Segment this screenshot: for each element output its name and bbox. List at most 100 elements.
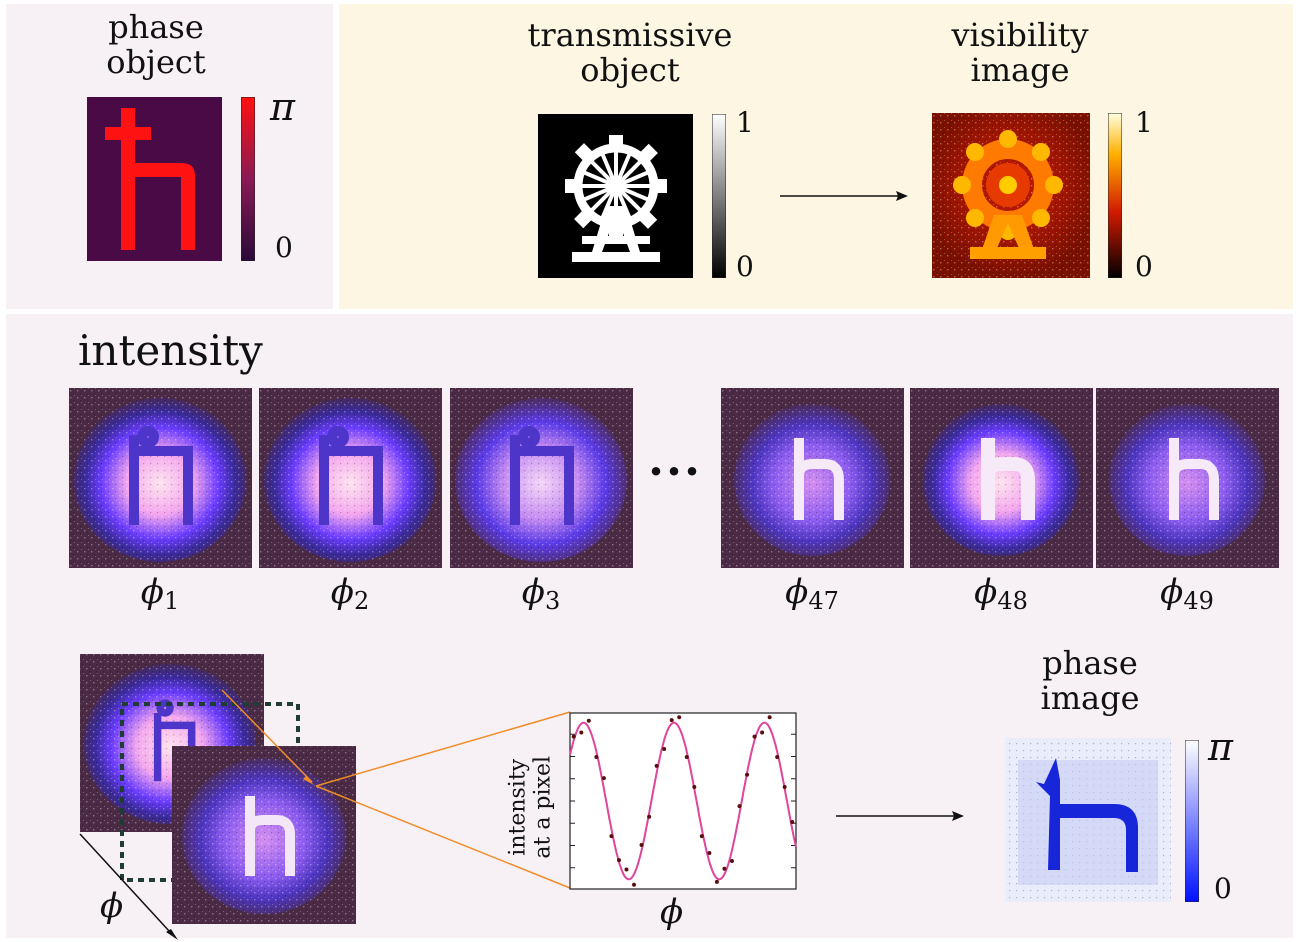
visibility-colorbar xyxy=(1108,113,1122,278)
arrow-right-icon xyxy=(780,191,908,201)
pixel-sample-point xyxy=(745,772,750,777)
title-line: phase xyxy=(1042,644,1138,682)
transmissive-visibility-panel xyxy=(339,4,1293,309)
phase-object-colorbar xyxy=(241,97,255,261)
transmissive-colorbar xyxy=(712,114,726,278)
frame-phase-label: ϕ49 xyxy=(1137,572,1237,615)
ylabel-line: intensity xyxy=(505,758,531,856)
phase-subscript: 3 xyxy=(544,587,561,615)
pixel-sample-point xyxy=(692,784,697,789)
frame-phase-label: ϕ47 xyxy=(762,572,862,615)
stack-frame-front xyxy=(172,746,356,924)
pixel-sample-point xyxy=(632,882,637,887)
pixel-sample-point xyxy=(790,819,795,824)
pixel-sample-point xyxy=(571,734,576,739)
title-line: image xyxy=(970,51,1070,90)
phase-subscript: 48 xyxy=(997,587,1028,615)
phase-image-colorbar xyxy=(1185,740,1199,902)
pixel-sample-point xyxy=(594,755,599,760)
phase-symbol: ϕ xyxy=(1160,572,1184,612)
phase-symbol: ϕ xyxy=(140,572,164,612)
pixel-sample-point xyxy=(662,747,667,752)
colorbar-min-label: 0 xyxy=(1214,872,1232,905)
pixel-sample-point xyxy=(647,814,652,819)
phase-subscript: 2 xyxy=(353,587,370,615)
pixel-sample-point xyxy=(609,834,614,839)
intensity-frame xyxy=(1096,388,1279,568)
frame-phase-label: ϕ2 xyxy=(300,572,400,615)
pixel-sample-point xyxy=(729,858,734,863)
ellipsis: ··· xyxy=(647,444,703,498)
pixel-sample-point xyxy=(586,718,591,723)
axis-arrow-icon xyxy=(166,929,178,940)
pixel-sample-point xyxy=(601,776,606,781)
colorbar-min-label: 0 xyxy=(1135,250,1153,283)
pixel-sample-point xyxy=(699,834,704,839)
fit-xlabel: ϕ xyxy=(660,892,684,932)
title-line: visibility xyxy=(951,16,1089,54)
pixel-sample-point xyxy=(767,715,772,720)
fit-curve xyxy=(569,721,797,881)
pixel-sample-point xyxy=(760,730,765,735)
intensity-frame xyxy=(69,388,252,568)
transmissive-object-image xyxy=(538,114,693,278)
title-line: phase xyxy=(108,8,204,46)
pixel-sample-point xyxy=(677,715,682,720)
frame-phase-label: ϕ48 xyxy=(951,572,1051,615)
pixel-sample-point xyxy=(669,718,674,723)
pixel-sample-point xyxy=(737,804,742,809)
visibility-image-title: visibility image xyxy=(905,16,1135,90)
pixel-sample-point xyxy=(752,734,757,739)
intensity-frame xyxy=(910,388,1093,568)
pixel-sample-point xyxy=(639,842,644,847)
phase-subscript: 47 xyxy=(808,587,839,615)
pixel-sample-point xyxy=(616,858,621,863)
title-line: object xyxy=(580,51,680,90)
pixel-sample-point xyxy=(714,879,719,884)
title-line: transmissive xyxy=(527,16,733,54)
phase-subscript: 1 xyxy=(163,587,180,615)
visibility-image xyxy=(932,113,1090,278)
transmissive-object-title: transmissive object xyxy=(505,16,755,90)
frame-phase-label: ϕ1 xyxy=(110,572,210,615)
colorbar-min-label: 0 xyxy=(275,231,293,264)
plot-frame xyxy=(569,712,797,890)
phase-image-title: phase image xyxy=(1010,644,1170,718)
pixel-sample-point xyxy=(722,866,727,871)
pixel-sample-point xyxy=(624,867,629,872)
phase-object-title: phase object xyxy=(86,8,226,82)
fit-plot xyxy=(569,712,797,890)
phase-subscript: 49 xyxy=(1183,587,1214,615)
colorbar-max-label: π xyxy=(270,85,295,129)
pixel-sample-point xyxy=(775,755,780,760)
colorbar-max-label: 1 xyxy=(736,106,754,139)
pixel-sample-point xyxy=(654,763,659,768)
stack-axis-label: ϕ xyxy=(100,886,124,926)
fit-ylabel: intensity at a pixel xyxy=(505,720,557,880)
intensity-frame xyxy=(721,388,904,568)
pixel-sample-point xyxy=(707,850,712,855)
intensity-frame xyxy=(259,388,442,568)
intensity-title: intensity xyxy=(78,326,263,375)
pixel-sample-point xyxy=(782,784,787,789)
phase-symbol: ϕ xyxy=(521,572,545,612)
phi-axis xyxy=(79,833,171,933)
phase-symbol: ϕ xyxy=(974,572,998,612)
colorbar-min-label: 0 xyxy=(736,250,754,283)
intensity-stack xyxy=(79,654,356,940)
arrow-right-icon xyxy=(836,811,964,821)
ylabel-line: at a pixel xyxy=(531,755,556,859)
phase-image xyxy=(1005,738,1171,902)
colorbar-max-label: π xyxy=(1208,725,1233,769)
pixel-sample-point xyxy=(579,730,584,735)
colorbar-max-label: 1 xyxy=(1135,106,1153,139)
frame-phase-label: ϕ3 xyxy=(491,572,591,615)
phase-symbol: ϕ xyxy=(330,572,354,612)
phase-object-image xyxy=(87,97,222,261)
title-line: object xyxy=(106,43,206,82)
intensity-frame xyxy=(450,388,633,568)
title-line: image xyxy=(1040,679,1140,718)
pixel-sample-point xyxy=(684,755,689,760)
phase-symbol: ϕ xyxy=(785,572,809,612)
